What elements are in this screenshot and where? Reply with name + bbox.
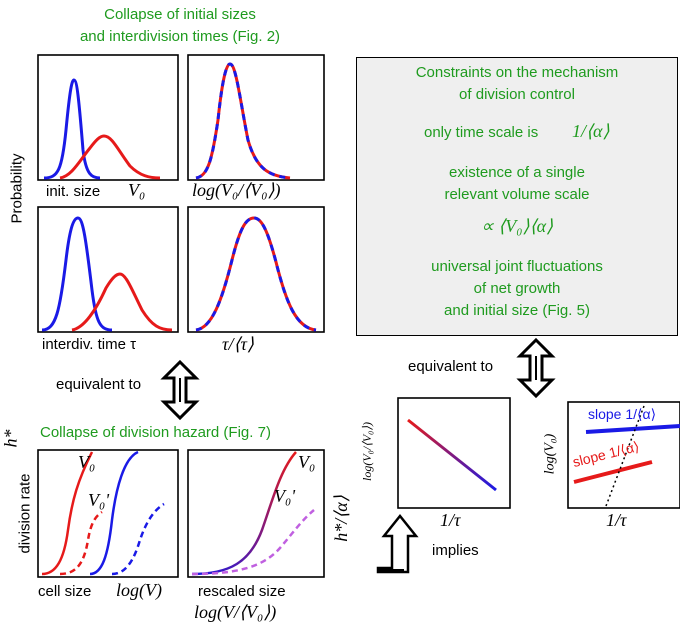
- double-arrow-right-icon: [516, 337, 556, 399]
- init-size-var: V₀: [128, 180, 146, 200]
- implies-label: implies: [432, 542, 479, 559]
- right-plot-xlabel: 1/τ: [606, 510, 627, 530]
- log-v-label: log(V): [116, 580, 162, 600]
- equivalent-to-left: equivalent to: [56, 376, 142, 393]
- rescaled-size-label: rescaled size: [198, 583, 286, 600]
- time-scale-text: only time scale is: [424, 124, 539, 141]
- plot-log-v0-vs-inv-tau: [567, 401, 680, 509]
- top-title-line2: and interdivision times (Fig. 2): [79, 28, 281, 45]
- left-plot-xlabel: 1/τ: [440, 510, 461, 530]
- time-scale-math: 1/⟨α⟩: [572, 121, 610, 141]
- curve-label-v0-left: V₀: [78, 452, 96, 472]
- rescaled-formula: log(V/⟨V₀⟩): [194, 602, 277, 622]
- hazard-title: Collapse of division hazard (Fig. 7): [40, 424, 271, 441]
- joint-line1: universal joint fluctuations: [431, 258, 603, 275]
- tau-ratio-label: τ/⟨τ⟩: [222, 334, 254, 354]
- hazard-panel-rescaled: [187, 449, 325, 578]
- box-heading-line2: of division control: [459, 86, 575, 103]
- volume-line1: existence of a single: [449, 164, 585, 181]
- curve-label-v0prime-left: V₀': [88, 490, 110, 510]
- curve-label-v0prime-right: V₀': [274, 486, 296, 506]
- joint-line2: of net growth: [473, 280, 561, 297]
- constraints-box: [356, 57, 678, 336]
- box-heading-line1: Constraints on the mechanism: [415, 64, 619, 81]
- plot-log-ratio-vs-inv-tau: [397, 397, 511, 509]
- panel-log-ratio: [187, 54, 325, 181]
- right-plot-ylabel: log(V₀): [542, 433, 558, 475]
- init-size-label: init. size: [46, 183, 101, 200]
- implies-arrow-icon: [376, 513, 419, 574]
- log-ratio-label: log(V₀/⟨V₀⟩): [192, 180, 281, 200]
- top-title-line1: Collapse of initial sizes: [104, 6, 256, 23]
- double-arrow-left-icon: [160, 359, 200, 421]
- panel-init-size: [37, 54, 179, 181]
- curve-label-v0-right: V₀: [298, 452, 316, 472]
- panel-tau-ratio: [187, 206, 325, 333]
- joint-line3: and initial size (Fig. 5): [444, 302, 590, 319]
- panel-interdiv-time: [37, 206, 179, 333]
- cell-size-label: cell size: [38, 583, 92, 600]
- interdiv-time-label: interdiv. time τ: [42, 336, 137, 353]
- left-plot-ylabel: log(V₀/⟨V₀⟩): [360, 421, 375, 482]
- equivalent-to-right: equivalent to: [408, 358, 494, 375]
- hazard-panel-raw: [37, 449, 179, 578]
- volume-math: ∝ ⟨V₀⟩⟨α⟩: [480, 216, 554, 236]
- volume-line2: relevant volume scale: [444, 186, 590, 203]
- slope-blue-label: slope 1/⟨α⟩: [588, 406, 657, 422]
